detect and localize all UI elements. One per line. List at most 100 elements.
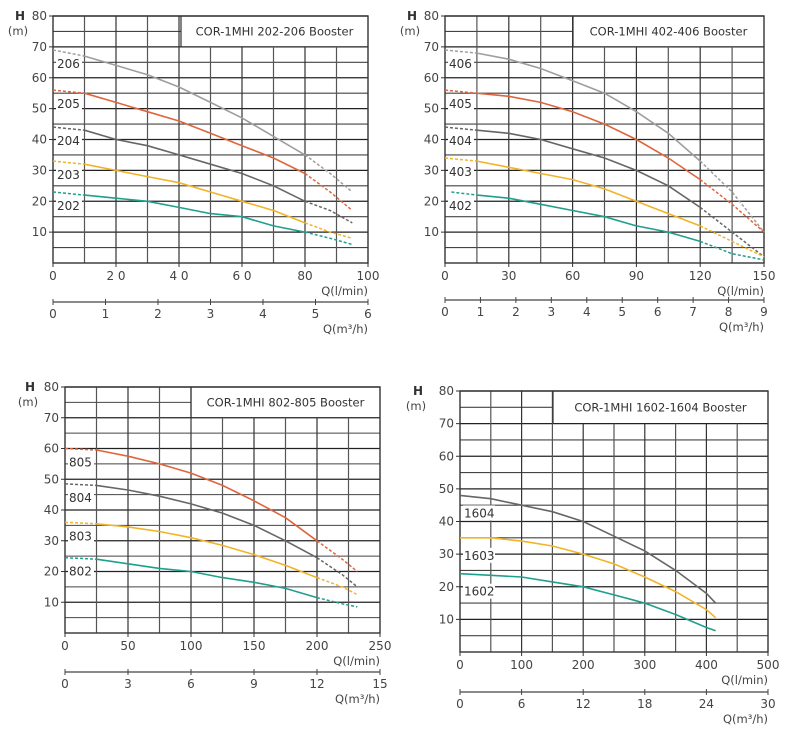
y-tick-label: 10 <box>44 595 59 609</box>
x2-tick-label: 6 <box>364 307 372 321</box>
y-tick-label: 40 <box>32 133 47 147</box>
x-tick-label: 200 <box>572 658 595 672</box>
x2-tick-label: 3 <box>124 677 132 691</box>
x2-tick-label: 4 <box>259 307 267 321</box>
series-206-dashed-end <box>304 154 353 193</box>
series-label-bg <box>56 197 82 213</box>
y-tick-label: 80 <box>424 9 439 23</box>
series-203-dashed-end <box>304 222 353 240</box>
y-tick-label: 20 <box>44 565 59 579</box>
y-tick-label: 50 <box>424 102 439 116</box>
y-tick-label: 80 <box>44 380 59 394</box>
x-tick-label: 80 <box>297 269 312 283</box>
y-tick-label: 10 <box>424 225 439 239</box>
series-404-curve <box>476 129 701 209</box>
chart-panel-3: COR-1MHI 802-805 Booster1020304050607080… <box>18 380 392 706</box>
x-tick-label: 2 0 <box>106 269 125 283</box>
series-label-bg <box>448 133 474 149</box>
series-403-dashed-start <box>444 157 477 162</box>
y-tick-label: 10 <box>32 225 47 239</box>
series-label-bg <box>68 528 94 544</box>
y-tick-label: 30 <box>32 163 47 177</box>
series-label: 1602 <box>464 585 495 599</box>
series-label-bg <box>463 583 495 599</box>
x2-axis-label: Q(m³/h) <box>723 712 768 726</box>
series-label: 205 <box>57 97 80 111</box>
series-402-dashed-end <box>699 240 765 261</box>
series-406-dashed-start <box>444 49 477 54</box>
series-405-dashed-start <box>444 89 477 94</box>
series-203-dashed-start <box>52 160 85 165</box>
series-label: 405 <box>449 97 472 111</box>
y-axis-unit: (m) <box>8 24 28 38</box>
series-403-curve <box>476 160 701 227</box>
y-axis-label: H <box>407 9 417 23</box>
series-label-bg <box>68 563 94 579</box>
series-label: 1604 <box>464 506 495 520</box>
x2-tick-label: 1 <box>102 307 110 321</box>
x2-tick-label: 24 <box>699 697 714 711</box>
series-802-curve <box>96 558 318 599</box>
x2-tick-label: 0 <box>456 697 464 711</box>
x-axis-label: Q(l/min) <box>333 654 380 668</box>
series-label-bg <box>463 547 495 563</box>
x2-tick-label: 9 <box>760 305 768 319</box>
series-label: 403 <box>449 165 472 179</box>
series-label-bg <box>448 197 474 213</box>
series-804-dashed-end <box>316 557 358 588</box>
series-803-dashed-start <box>64 521 97 525</box>
x2-tick-label: 3 <box>207 307 215 321</box>
y-tick-label: 30 <box>439 547 454 561</box>
x2-axis-label: Q(m³/h) <box>335 692 380 706</box>
series-202-dashed-end <box>304 231 353 246</box>
chart-panel-4: COR-1MHI 1602-1604 Booster10203040506070… <box>406 384 780 726</box>
series-406-curve <box>476 52 701 162</box>
y-axis-label: H <box>15 9 25 23</box>
series-label: 202 <box>57 199 80 213</box>
x-tick-label: 500 <box>757 658 780 672</box>
x2-tick-label: 18 <box>637 697 652 711</box>
x2-tick-label: 5 <box>312 307 320 321</box>
series-1604-curve <box>459 494 717 604</box>
series-label: 805 <box>69 456 92 470</box>
series-label: 203 <box>57 168 80 182</box>
series-label: 206 <box>57 57 80 71</box>
x2-tick-label: 12 <box>309 677 324 691</box>
x-tick-label: 120 <box>689 269 712 283</box>
x-tick-label: 50 <box>120 639 135 653</box>
series-404-dashed-end <box>699 206 765 258</box>
x-tick-label: 0 <box>49 269 57 283</box>
y-tick-label: 80 <box>439 384 454 398</box>
series-label: 802 <box>69 565 92 579</box>
x-tick-label: 250 <box>369 639 392 653</box>
y-tick-label: 30 <box>44 534 59 548</box>
series-204-dashed-end <box>304 200 353 224</box>
y-tick-label: 50 <box>44 472 59 486</box>
series-805-dashed-start <box>64 447 97 451</box>
x-tick-label: 0 <box>61 639 69 653</box>
x-tick-label: 150 <box>753 269 776 283</box>
y-tick-label: 40 <box>424 133 439 147</box>
series-202-dashed-start <box>52 191 85 196</box>
x2-tick-label: 2 <box>154 307 162 321</box>
series-402-dashed-start <box>451 191 477 196</box>
series-label-bg <box>68 489 94 505</box>
x2-tick-label: 15 <box>372 677 387 691</box>
x-tick-label: 4 0 <box>169 269 188 283</box>
y-tick-label: 70 <box>32 40 47 54</box>
series-1602-curve <box>459 572 716 632</box>
x2-tick-label: 5 <box>618 305 626 319</box>
series-205-dashed-start <box>52 89 85 94</box>
y-tick-label: 30 <box>424 163 439 177</box>
x-tick-label: 100 <box>180 639 203 653</box>
x-tick-label: 100 <box>357 269 380 283</box>
y-axis-unit: (m) <box>400 24 420 38</box>
series-label: 402 <box>449 199 472 213</box>
series-label-bg <box>448 164 474 180</box>
chart-title: COR-1MHI 802-805 Booster <box>207 395 365 409</box>
y-tick-label: 20 <box>439 580 454 594</box>
series-202-curve <box>84 194 306 233</box>
x2-tick-label: 8 <box>725 305 733 319</box>
chart-title: COR-1MHI 1602-1604 Booster <box>574 400 747 414</box>
series-802-dashed-start <box>64 556 97 560</box>
